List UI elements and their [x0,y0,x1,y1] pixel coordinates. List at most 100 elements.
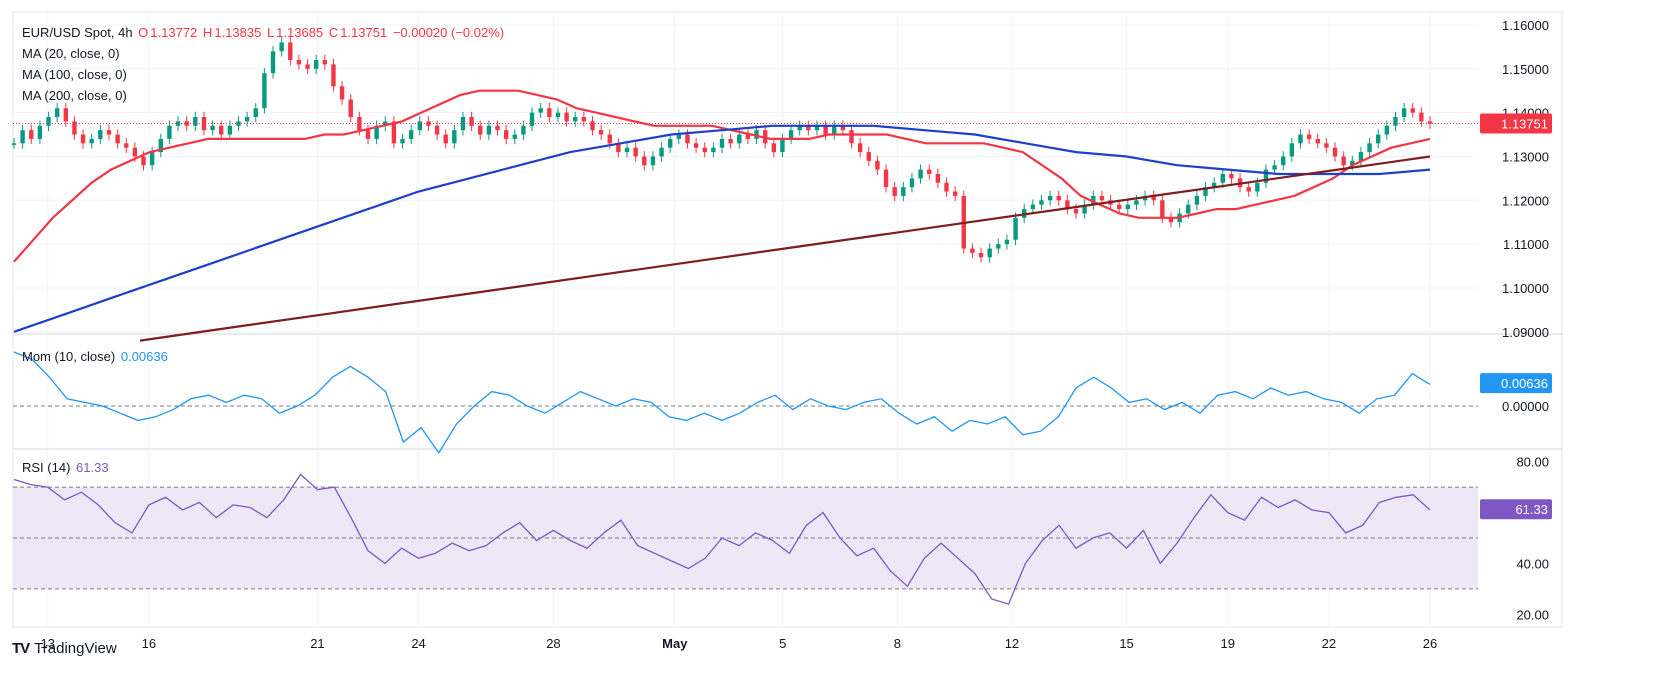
candle-body [987,248,992,258]
candle-body [728,138,733,144]
mom-last-tag [1480,373,1552,394]
candle-body [244,117,250,122]
candle-body [935,174,941,183]
candle-body [650,156,656,166]
candle-body [63,108,69,122]
candle-body [262,73,267,109]
candle-body [581,117,587,122]
candle-body [538,108,543,113]
candle-body [357,117,362,131]
candle-body [521,125,526,135]
candle-body [339,86,345,100]
candle-body [1419,112,1424,122]
candle-body [408,130,414,139]
candle-body [555,112,561,118]
candle-body [98,130,103,139]
candle-body [996,244,1001,249]
candle-body [711,147,716,153]
x-tick-label: 21 [310,636,324,651]
candle-body [80,134,86,144]
candle-body [1160,200,1165,218]
y-tick-label: 1.09000 [1502,325,1549,340]
chart-frame [12,11,1563,628]
close-label: C [328,25,339,40]
candle-body [1384,125,1390,135]
rsi-label: RSI (14) [22,460,71,475]
candle-body [20,130,25,144]
candle-body [1030,204,1036,210]
rsi-legend[interactable]: RSI (14) 61.33 [22,460,111,475]
y-tick-label: 1.13000 [1502,149,1549,164]
rsi-tick-label: 20.00 [1516,607,1549,622]
candle-body [1393,117,1398,126]
candle-body [806,125,811,131]
candle-body [564,112,569,122]
candle-body [348,99,353,118]
candle-body [633,147,638,157]
candle-body [1410,108,1415,113]
candle-body [771,143,777,153]
candle-body [365,130,371,139]
candle-body [892,187,897,196]
candle-body [883,169,889,188]
x-tick-label: 22 [1322,636,1336,651]
candle-body [814,125,820,131]
candle-body [374,125,379,139]
candle-body [1125,204,1131,210]
candle-body [1065,200,1070,210]
candle-body [693,143,699,148]
candle-body [1203,187,1208,196]
candle-body [1306,134,1312,139]
low-value: 1.13685 [276,25,324,40]
candle-body [1091,195,1096,205]
candle-body [478,125,483,135]
candle-body [685,134,690,144]
candle-body [426,121,431,126]
candle-body [149,152,155,166]
candle-body [745,134,751,139]
candle-body [1073,209,1079,214]
candle-body [443,134,448,144]
candle-body [952,191,958,196]
candle-body [590,121,595,131]
candle-body [702,147,707,153]
candle-body [158,138,163,153]
rsi-tick-label: 40.00 [1516,556,1549,571]
candle-body [1220,174,1225,183]
candle-body [927,169,932,174]
candle-body [495,125,500,131]
candle-body [193,117,198,126]
candle-body [840,125,846,131]
candle-body [901,187,906,196]
tradingview-branding[interactable]: TV TradingView [12,640,117,657]
candle-body [659,147,664,157]
candle-body [1427,121,1433,124]
mom-legend[interactable]: Mom (10, close) 0.00636 [22,349,170,364]
ma200-legend[interactable]: MA (200, close, 0) [22,88,127,103]
candle-body [547,108,552,118]
candle-body [1255,182,1260,192]
candle-body [823,125,828,135]
candle-body [469,117,474,126]
candle-body [1039,200,1044,205]
ma100-legend[interactable]: MA (100, close, 0) [22,67,127,82]
candle-body [512,134,517,139]
mom-last-label: 0.00636 [1501,376,1548,391]
ma200-line [139,155,1431,342]
candle-body [486,125,492,135]
candle-body [1116,204,1122,210]
candle-body [616,143,621,153]
candle-body [573,117,578,122]
candle-body [452,130,457,144]
x-tick-label: 16 [142,636,156,651]
candle-body [1263,169,1269,183]
candle-body [1324,143,1329,148]
candle-body [1375,134,1381,144]
ma20-legend[interactable]: MA (20, close, 0) [22,46,120,61]
x-tick-label: 28 [546,636,560,651]
x-tick-label: 19 [1220,636,1234,651]
candle-body [296,60,302,65]
x-tick-label: 26 [1423,636,1437,651]
candle-body [1298,134,1303,144]
